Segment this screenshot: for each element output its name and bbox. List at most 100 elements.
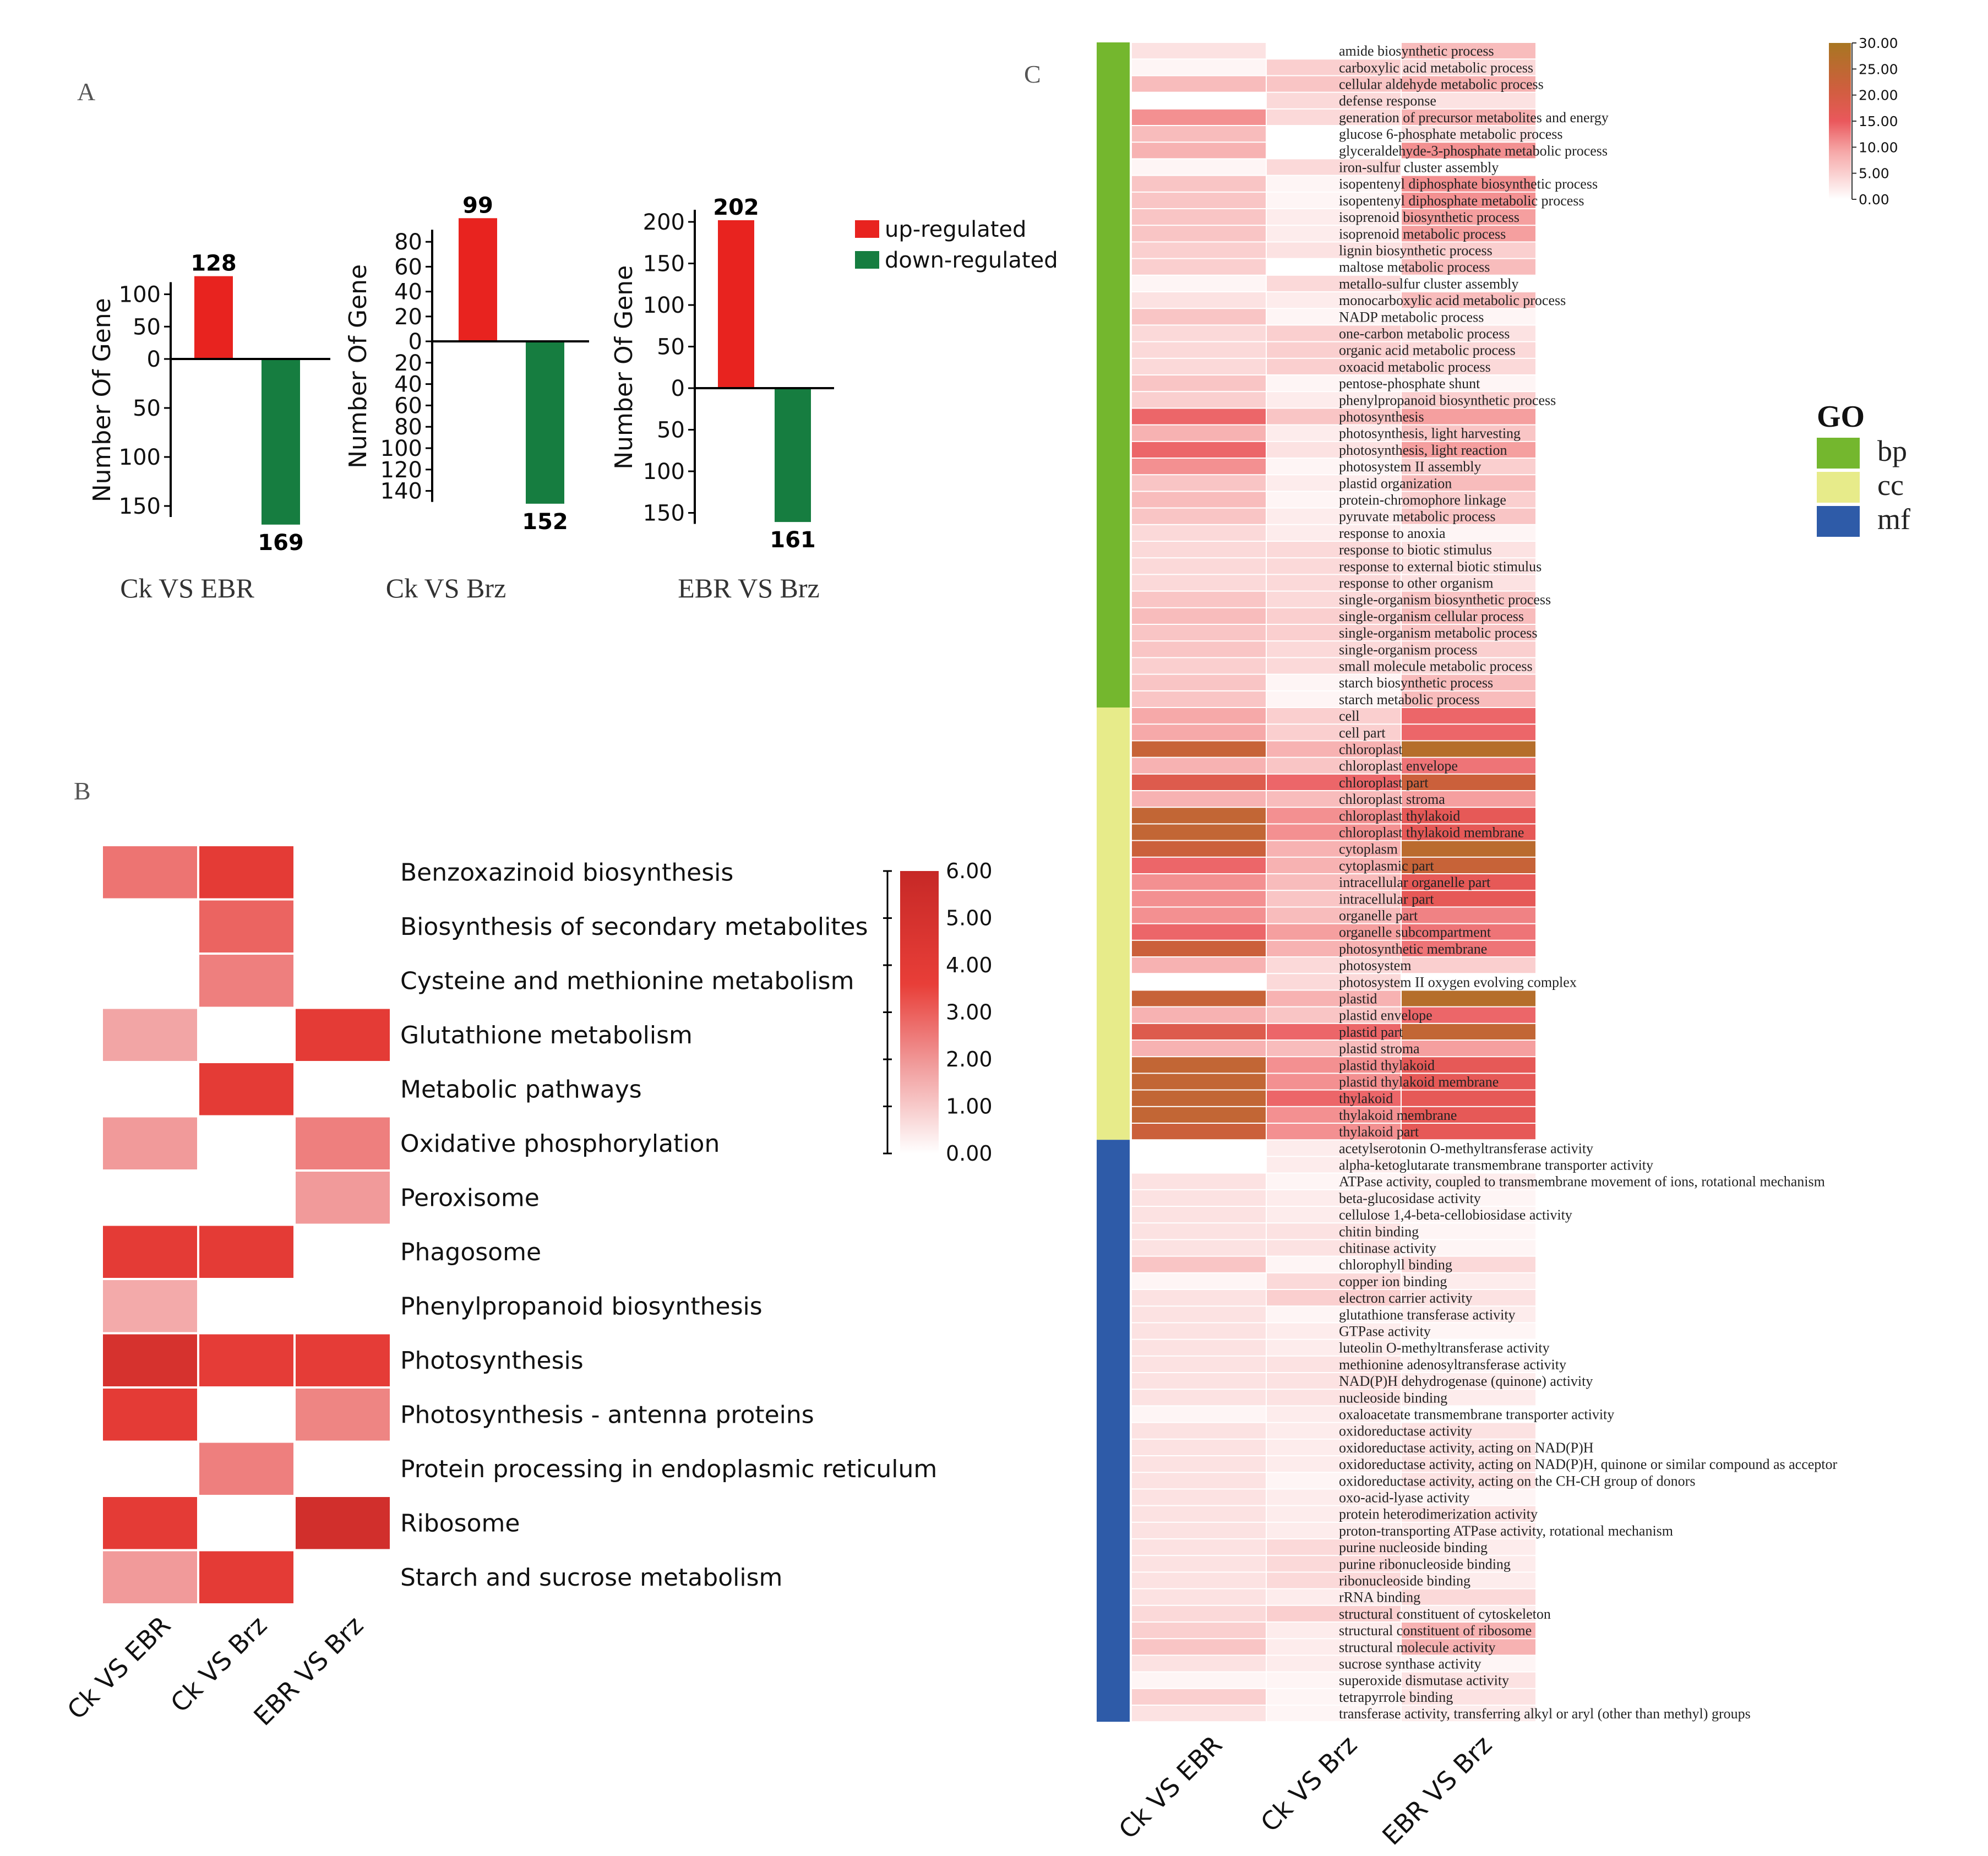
row-label: response to anoxia	[1339, 525, 1446, 541]
row-label: glutathione transferase activity	[1339, 1307, 1516, 1322]
heatmap-cell	[1402, 59, 1535, 75]
heatmap-cell	[1402, 292, 1535, 308]
heatmap-cell	[1267, 990, 1401, 1006]
heatmap-cell	[1402, 957, 1535, 973]
heatmap-cell	[1132, 758, 1266, 774]
row-label: tetrapyrrole binding	[1339, 1689, 1453, 1705]
heatmap-cell	[1402, 325, 1535, 341]
heatmap-cell	[1267, 1706, 1401, 1722]
heatmap-cell	[1267, 292, 1401, 308]
heatmap-cell	[1402, 542, 1535, 558]
heatmap-cell	[1132, 1539, 1266, 1555]
heatmap-cell	[1402, 1140, 1535, 1156]
heatmap-cell	[1132, 542, 1266, 558]
heatmap-cell	[296, 1497, 390, 1549]
column-label: EBR VS Brz	[1376, 1730, 1497, 1851]
row-label: glucose 6-phosphate metabolic process	[1339, 126, 1563, 142]
row-label: superoxide dismutase activity	[1339, 1673, 1509, 1689]
heatmap-cell	[1402, 442, 1535, 458]
row-label: Benzoxazinoid biosynthesis	[400, 858, 733, 886]
heatmap-cell	[1132, 1473, 1266, 1489]
heatmap-cell	[1402, 76, 1535, 92]
heatmap-cell	[1132, 1223, 1266, 1239]
heatmap-cell	[1402, 691, 1535, 707]
colorbar-tick-label: 0.00	[1859, 192, 1889, 208]
heatmap-cell	[1402, 209, 1535, 225]
heatmap-cell	[1402, 1256, 1535, 1272]
panel-b-letter: B	[74, 777, 91, 805]
row-label: nucleoside binding	[1339, 1390, 1447, 1406]
legend-a: up-regulated down-regulated	[855, 217, 1058, 273]
heatmap-cell	[103, 1551, 197, 1603]
row-label: lignin biosynthetic process	[1339, 243, 1493, 259]
row-label: photosystem	[1339, 957, 1411, 973]
heatmap-cell	[1267, 1256, 1401, 1272]
heatmap-cell	[1402, 907, 1535, 923]
heatmap-cell	[1132, 126, 1266, 142]
legend-swatch	[855, 251, 879, 269]
heatmap-cell	[1132, 1307, 1266, 1322]
row-label: cytoplasmic part	[1339, 858, 1434, 874]
heatmap-cell	[1267, 1190, 1401, 1206]
heatmap-cell	[1267, 691, 1401, 707]
row-label: organelle part	[1339, 908, 1418, 924]
row-label: generation of precursor metabolites and …	[1339, 110, 1609, 126]
row-label: intracellular part	[1339, 891, 1434, 907]
heatmap-cell	[1132, 691, 1266, 707]
heatmap-cell	[1267, 1007, 1401, 1023]
row-label: plastid part	[1339, 1024, 1403, 1040]
heatmap-cell	[1402, 1572, 1535, 1588]
heatmap-cell	[1132, 974, 1266, 990]
heatmap-cell	[1402, 425, 1535, 441]
row-label: Biosynthesis of secondary metabolites	[400, 913, 868, 941]
y-axis-label: Number Of Gene	[344, 264, 372, 469]
heatmap-cell	[296, 1334, 390, 1386]
heatmap-cell	[1402, 575, 1535, 591]
heatmap-cell	[1267, 159, 1401, 175]
row-label: Photosynthesis	[400, 1347, 584, 1375]
heatmap-cell	[1402, 741, 1535, 757]
heatmap-cell	[1267, 1107, 1401, 1123]
heatmap-cell	[1132, 1423, 1266, 1439]
row-label: Peroxisome	[400, 1184, 540, 1212]
row-label: carboxylic acid metabolic process	[1339, 59, 1533, 75]
y-tick-label: 50	[133, 396, 161, 421]
heatmap-cell	[1267, 1340, 1401, 1356]
heatmap-cell	[1402, 43, 1535, 59]
heatmap-cell	[1132, 508, 1266, 524]
row-label: maltose metabolic process	[1339, 259, 1490, 275]
heatmap-cell	[1402, 674, 1535, 690]
value-label-down: 152	[522, 509, 568, 535]
y-tick-label: 0	[409, 329, 422, 355]
bar-down	[262, 359, 300, 525]
row-label: response to external biotic stimulus	[1339, 558, 1542, 574]
row-label: beta-glucosidase activity	[1339, 1190, 1481, 1206]
heatmap-cell	[1267, 92, 1401, 108]
heatmap-cell	[1267, 1539, 1401, 1555]
heatmap-cell	[1402, 1323, 1535, 1339]
heatmap-cell	[1267, 708, 1401, 724]
heatmap-cell	[1267, 741, 1401, 757]
heatmap-cell	[1132, 409, 1266, 424]
y-tick-label: 60	[394, 254, 422, 280]
row-label: plastid thylakoid membrane	[1339, 1074, 1499, 1090]
heatmap-cell	[1402, 857, 1535, 873]
heatmap-cell	[1267, 542, 1401, 558]
colorbar-tick-label: 30.00	[1859, 35, 1898, 51]
heatmap-cell	[1267, 1556, 1401, 1572]
heatmap-cell	[1132, 641, 1266, 657]
row-label: intracellular organelle part	[1339, 874, 1491, 890]
row-label: cellulose 1,4-beta-cellobiosidase activi…	[1339, 1207, 1572, 1223]
column-label: Ck VS EBR	[1113, 1730, 1228, 1845]
y-tick-label: 80	[394, 415, 422, 440]
row-label: chloroplast stroma	[1339, 791, 1445, 807]
row-label: Starch and sucrose metabolism	[400, 1564, 782, 1592]
heatmap-cell	[1402, 1639, 1535, 1655]
heatmap-cell	[1267, 857, 1401, 873]
heatmap-cell	[1267, 126, 1401, 142]
heatmap-cell	[1132, 209, 1266, 225]
heatmap-cell	[1267, 1623, 1401, 1639]
heatmap-cell	[1267, 1456, 1401, 1472]
heatmap-cell	[1267, 325, 1401, 341]
row-label: single-organism biosynthetic process	[1339, 592, 1551, 608]
